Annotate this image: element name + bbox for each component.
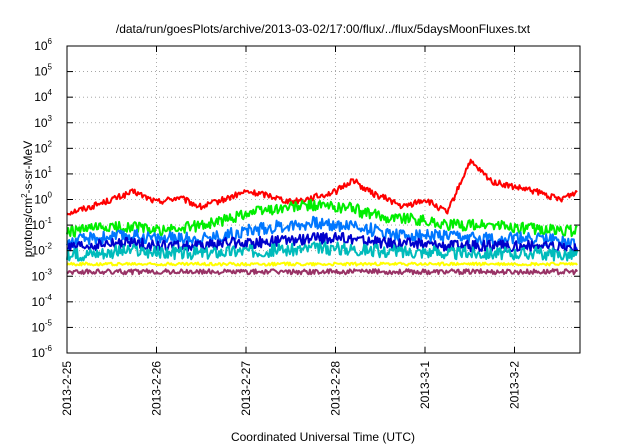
y-tick-label: 105 [34, 63, 52, 79]
y-tick-label: 10-3 [32, 267, 53, 283]
y-tick-label: 102 [34, 139, 52, 155]
y-tick-label: 10-2 [32, 242, 53, 258]
series-line-5 [66, 241, 579, 262]
y-tick-labels: 10-610-510-410-310-210-11001011021031041… [32, 37, 53, 360]
y-tick-exp: 4 [48, 88, 53, 97]
y-tick-base: 10 [34, 90, 48, 104]
y-tick-exp: -5 [45, 318, 53, 327]
y-tick-label: 101 [34, 165, 52, 181]
axis-ticks [66, 45, 580, 354]
y-tick-base: 10 [34, 167, 48, 181]
x-tick-label: 2013-3-2 [508, 361, 522, 409]
x-tick-label: 2013-3-1 [418, 361, 432, 409]
y-tick-label: 106 [34, 37, 52, 53]
x-tick-label: 2013-2-26 [150, 361, 164, 416]
y-tick-exp: -3 [45, 267, 53, 276]
series-line-2 [66, 198, 578, 238]
y-tick-label: 10-5 [32, 318, 53, 334]
y-tick-base: 10 [34, 65, 48, 79]
y-tick-label: 104 [34, 88, 52, 104]
y-tick-exp: -1 [45, 216, 53, 225]
grid-lines [67, 46, 580, 353]
y-tick-label: 10-4 [32, 293, 53, 309]
x-tick-labels: 2013-2-25 2013-2-26 2013-2-27 2013-2-28 2013… [60, 361, 522, 416]
series-line-1 [66, 158, 578, 216]
x-tick-label: 2013-2-28 [329, 361, 343, 416]
y-tick-exp: -6 [45, 344, 53, 353]
y-tick-exp: -4 [45, 293, 53, 302]
y-tick-base: 10 [32, 218, 46, 232]
y-tick-exp: 6 [48, 37, 53, 46]
y-tick-exp: 1 [48, 165, 53, 174]
y-tick-label: 10-1 [32, 216, 53, 232]
series-lines [66, 158, 579, 276]
y-tick-exp: 5 [48, 63, 53, 72]
y-tick-exp: 3 [48, 114, 53, 123]
y-tick-exp: 2 [48, 139, 53, 148]
y-axis-label-exp: 2 [20, 193, 29, 198]
y-tick-exp: -2 [45, 242, 53, 251]
y-tick-base: 10 [32, 269, 46, 283]
y-tick-base: 10 [34, 39, 48, 53]
y-tick-base: 10 [32, 295, 46, 309]
y-tick-base: 10 [32, 244, 46, 258]
series-line-6 [66, 261, 578, 267]
y-tick-base: 10 [32, 320, 46, 334]
chart-title: /data/run/goesPlots/archive/2013-03-02/1… [116, 22, 531, 36]
y-tick-label: 10-6 [32, 344, 53, 360]
y-tick-base: 10 [34, 141, 48, 155]
y-tick-label: 103 [34, 114, 52, 130]
x-axis-label: Coordinated Universal Time (UTC) [231, 430, 415, 444]
y-tick-base: 10 [34, 193, 48, 207]
series-line-3 [66, 215, 578, 250]
y-tick-base: 10 [34, 116, 48, 130]
y-tick-label: 100 [34, 191, 52, 207]
y-tick-exp: 0 [48, 191, 53, 200]
series-line-7 [66, 268, 579, 276]
series-line-4 [66, 231, 579, 255]
x-tick-label: 2013-2-27 [239, 361, 253, 416]
y-tick-base: 10 [32, 346, 46, 360]
y-axis-label-base: protons/cm [21, 198, 35, 257]
x-tick-label: 2013-2-25 [60, 361, 74, 416]
y-axis-label: protons/cm2-s-sr-MeV [20, 141, 35, 257]
y-axis-label-rest: -s-sr-MeV [21, 141, 35, 194]
